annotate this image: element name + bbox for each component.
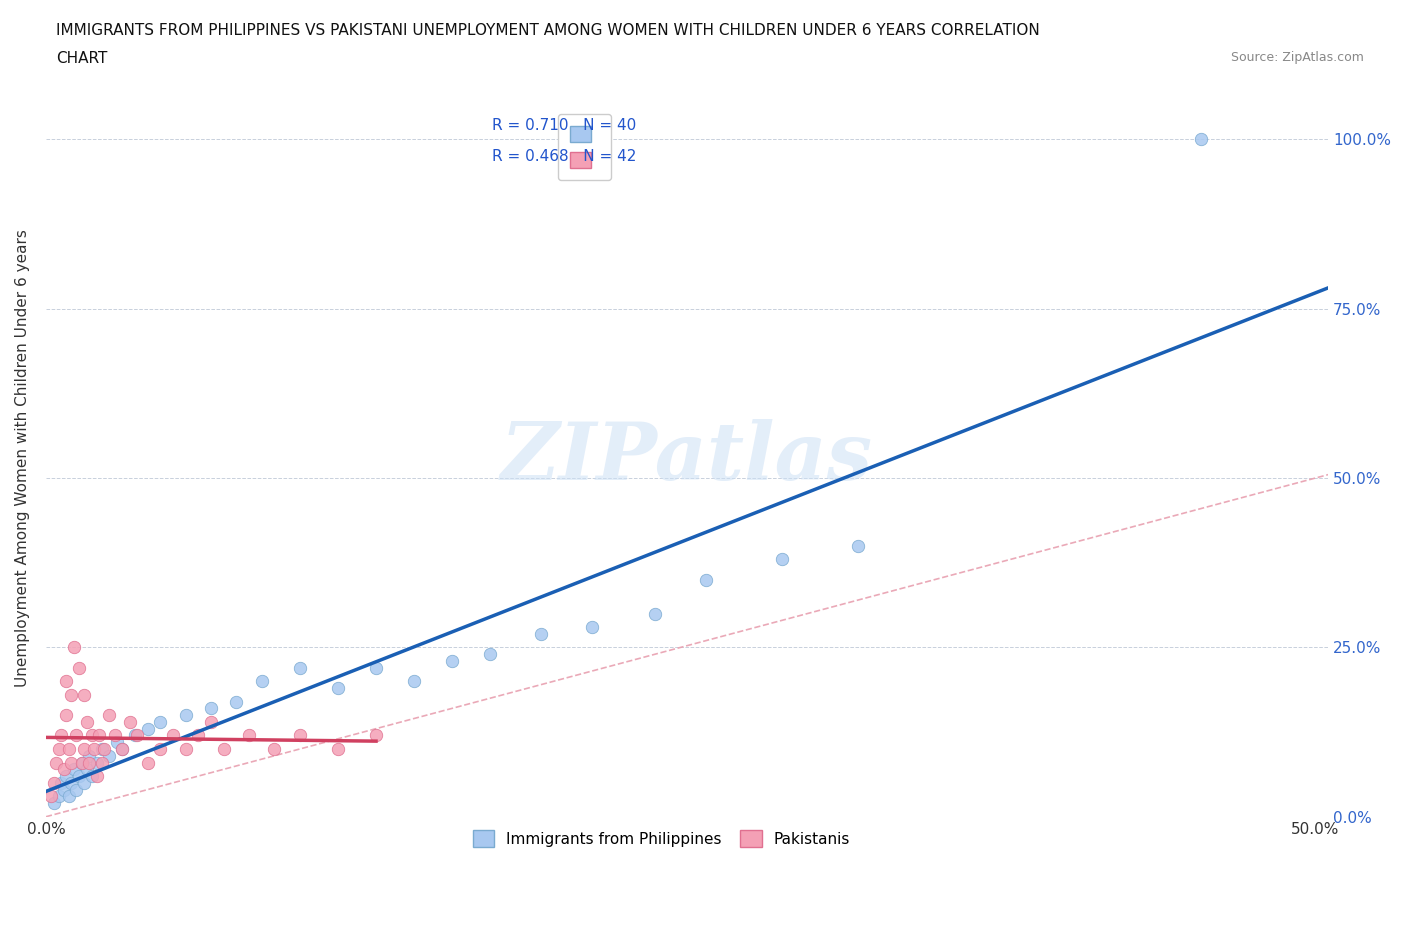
Point: [162, 728, 184, 743]
Legend: Immigrants from Philippines, Pakistanis: Immigrants from Philippines, Pakistanis: [461, 818, 862, 859]
Point: [76, 714, 98, 729]
Point: [149, 714, 172, 729]
Text: Source: ZipAtlas.com: Source: ZipAtlas.com: [1230, 51, 1364, 64]
Point: [695, 572, 717, 587]
Point: [73, 741, 96, 756]
Point: [187, 728, 209, 743]
Point: [530, 627, 553, 642]
Point: [404, 674, 426, 689]
Point: [70, 755, 93, 770]
Point: [83, 741, 105, 756]
Point: [65, 782, 87, 797]
Point: [479, 646, 502, 661]
Point: [73, 776, 96, 790]
Point: [326, 681, 349, 696]
Point: [58, 789, 80, 804]
Point: [65, 728, 87, 743]
Point: [48, 741, 70, 756]
Point: [48, 789, 70, 804]
Point: [51, 776, 73, 790]
Point: [67, 660, 90, 675]
Point: [42, 776, 65, 790]
Point: [174, 741, 197, 756]
Point: [63, 762, 86, 777]
Point: [263, 741, 285, 756]
Point: [89, 728, 111, 743]
Point: [136, 755, 159, 770]
Text: CHART: CHART: [56, 51, 108, 66]
Point: [58, 741, 80, 756]
Point: [225, 694, 247, 709]
Point: [67, 768, 90, 783]
Point: [93, 741, 115, 756]
Point: [250, 674, 273, 689]
Point: [1189, 132, 1212, 147]
Point: [288, 660, 311, 675]
Y-axis label: Unemployment Among Women with Children Under 6 years: Unemployment Among Women with Children U…: [15, 229, 30, 686]
Point: [52, 782, 75, 797]
Point: [80, 728, 103, 743]
Point: [90, 741, 112, 756]
Point: [55, 768, 77, 783]
Point: [238, 728, 260, 743]
Point: [136, 721, 159, 736]
Point: [127, 728, 149, 743]
Point: [98, 708, 121, 723]
Point: [52, 762, 75, 777]
Point: [581, 619, 603, 634]
Point: [118, 714, 141, 729]
Point: [51, 728, 73, 743]
Text: R = 0.468   N = 42: R = 0.468 N = 42: [492, 149, 637, 164]
Point: [76, 762, 98, 777]
Point: [174, 708, 197, 723]
Point: [111, 741, 134, 756]
Point: [103, 728, 125, 743]
Point: [42, 796, 65, 811]
Point: [60, 776, 83, 790]
Point: [770, 551, 793, 566]
Point: [77, 755, 100, 770]
Point: [80, 768, 103, 783]
Point: [60, 687, 83, 702]
Text: R = 0.710   N = 40: R = 0.710 N = 40: [492, 118, 637, 134]
Point: [55, 708, 77, 723]
Point: [111, 741, 134, 756]
Point: [73, 687, 96, 702]
Point: [60, 755, 83, 770]
Point: [364, 728, 387, 743]
Point: [86, 768, 108, 783]
Point: [98, 749, 121, 764]
Point: [124, 728, 146, 743]
Point: [45, 755, 67, 770]
Point: [90, 755, 112, 770]
Point: [77, 749, 100, 764]
Point: [848, 538, 870, 553]
Point: [39, 789, 62, 804]
Text: IMMIGRANTS FROM PHILIPPINES VS PAKISTANI UNEMPLOYMENT AMONG WOMEN WITH CHILDREN : IMMIGRANTS FROM PHILIPPINES VS PAKISTANI…: [56, 23, 1040, 38]
Point: [288, 728, 311, 743]
Point: [644, 606, 666, 621]
Point: [200, 701, 222, 716]
Point: [70, 755, 93, 770]
Point: [86, 755, 108, 770]
Point: [200, 714, 222, 729]
Point: [55, 674, 77, 689]
Point: [63, 640, 86, 655]
Point: [149, 741, 172, 756]
Point: [364, 660, 387, 675]
Point: [212, 741, 235, 756]
Text: ZIPatlas: ZIPatlas: [501, 418, 873, 497]
Point: [326, 741, 349, 756]
Point: [441, 654, 464, 669]
Point: [105, 735, 128, 750]
